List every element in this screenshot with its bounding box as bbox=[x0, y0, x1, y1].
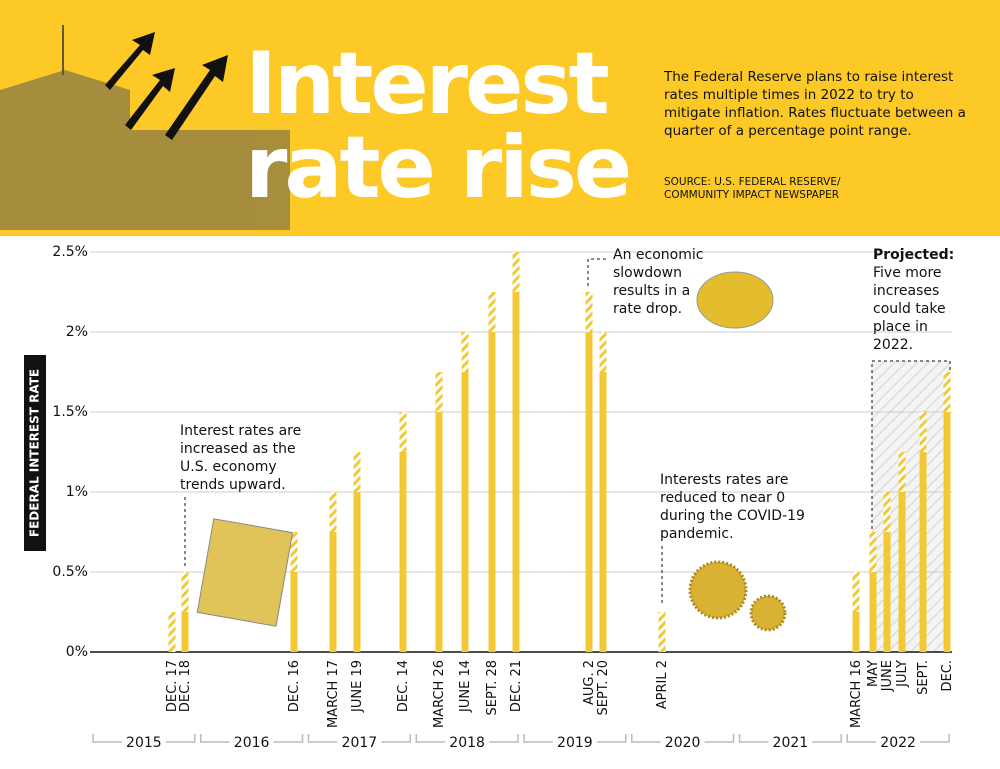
bar-increment bbox=[883, 492, 891, 532]
bar bbox=[329, 492, 337, 652]
bar-increment bbox=[461, 332, 469, 372]
year-label: 2019 bbox=[557, 735, 593, 751]
y-axis-label: FEDERAL INTEREST RATE bbox=[28, 369, 42, 537]
x-tick-label: SEPT. 28 bbox=[485, 660, 500, 716]
y-tick-label: 0% bbox=[66, 644, 88, 660]
pointer bbox=[587, 258, 607, 286]
year-label: 2016 bbox=[234, 735, 270, 751]
x-tick-label: JUNE 19 bbox=[350, 660, 365, 713]
y-tick-label: 0.5% bbox=[52, 564, 88, 580]
bar-increment bbox=[599, 332, 607, 372]
x-tick-label: SEPT. bbox=[916, 660, 931, 695]
x-tick-label: DEC. 14 bbox=[396, 660, 411, 712]
year-label: 2017 bbox=[342, 735, 378, 751]
year-bracket bbox=[200, 734, 304, 743]
annotation: Interest rates are increased as the U.S.… bbox=[180, 423, 302, 493]
year-bracket bbox=[523, 734, 627, 743]
year-label: 2021 bbox=[773, 735, 809, 751]
bar-increment bbox=[852, 572, 860, 612]
arrows bbox=[105, 32, 228, 140]
bar-increment bbox=[399, 412, 407, 452]
year-bracket bbox=[846, 734, 950, 743]
bar-increment bbox=[435, 372, 443, 412]
annotation: An economic slowdown results in a rate d… bbox=[613, 247, 704, 317]
x-tick-label: MAY bbox=[866, 660, 881, 687]
x-tick-label: DEC. 17 bbox=[165, 660, 180, 712]
bar-increment bbox=[168, 612, 176, 652]
annotation: Interests rates are reduced to near 0 du… bbox=[660, 472, 805, 542]
projected-label: Projected: bbox=[873, 247, 955, 263]
bar bbox=[399, 412, 407, 652]
bar bbox=[512, 252, 520, 652]
y-tick-label: 2% bbox=[66, 324, 88, 340]
y-tick-label: 2.5% bbox=[52, 244, 88, 260]
year-bracket bbox=[631, 734, 735, 743]
x-tick-label: DEC. 18 bbox=[178, 660, 193, 712]
bar bbox=[435, 372, 443, 652]
year-bracket bbox=[738, 734, 842, 743]
bar bbox=[919, 412, 927, 652]
bar-increment bbox=[353, 452, 361, 492]
building bbox=[0, 25, 290, 230]
source: SOURCE: U.S. FEDERAL RESERVE/ COMMUNITY … bbox=[664, 176, 841, 201]
x-tick-label: MARCH 26 bbox=[432, 660, 447, 728]
bar bbox=[898, 452, 906, 652]
chart-title: Interest rate rise bbox=[245, 34, 632, 218]
bar-increment bbox=[585, 292, 593, 332]
bar-increment bbox=[943, 372, 951, 412]
x-tick-label: DEC. bbox=[940, 660, 955, 691]
bar bbox=[869, 532, 877, 652]
x-tick-label: SEPT. 20 bbox=[596, 660, 611, 716]
bar bbox=[599, 332, 607, 652]
bar-increment bbox=[488, 292, 496, 332]
projected-note: Five more increases could take place in … bbox=[873, 265, 946, 353]
bar bbox=[461, 332, 469, 652]
year-bracket bbox=[415, 734, 519, 743]
x-tick-label: DEC. 21 bbox=[509, 660, 524, 712]
x-tick-label: APRIL 2 bbox=[655, 660, 670, 709]
x-tick-label: JUNE bbox=[880, 660, 895, 692]
bar bbox=[290, 532, 298, 652]
bar bbox=[883, 492, 891, 652]
year-label: 2015 bbox=[126, 735, 162, 751]
year-label: 2018 bbox=[449, 735, 485, 751]
bar-increment bbox=[658, 612, 666, 652]
bar-increment bbox=[329, 492, 337, 532]
piggy-bank-icon bbox=[696, 271, 774, 329]
x-tick-label: JUNE 14 bbox=[458, 660, 473, 713]
bar bbox=[585, 292, 593, 652]
bar-increment bbox=[181, 572, 189, 612]
bar bbox=[488, 292, 496, 652]
y-tick-label: 1.5% bbox=[52, 404, 88, 420]
year-bracket bbox=[307, 734, 411, 743]
year-bracket bbox=[92, 734, 196, 743]
y-tick-label: 1% bbox=[66, 484, 88, 500]
year-label: 2020 bbox=[665, 735, 701, 751]
bar-increment bbox=[512, 252, 520, 292]
x-tick-label: DEC. 16 bbox=[287, 660, 302, 712]
bar-increment bbox=[869, 532, 877, 572]
subtitle: The Federal Reserve plans to raise inter… bbox=[664, 69, 966, 139]
x-tick-label: AUG. 2 bbox=[582, 660, 597, 705]
virus-icon bbox=[749, 594, 787, 632]
money-icon bbox=[196, 518, 294, 627]
x-tick-label: MARCH 16 bbox=[849, 660, 864, 728]
year-label: 2022 bbox=[880, 735, 916, 751]
virus-icon bbox=[688, 560, 748, 620]
bar-increment bbox=[898, 452, 906, 492]
x-tick-label: MARCH 17 bbox=[326, 660, 341, 728]
bar bbox=[353, 452, 361, 652]
x-tick-label: JULY bbox=[895, 660, 910, 688]
y-label-box bbox=[24, 355, 46, 551]
bar-increment bbox=[919, 412, 927, 452]
bar-increment bbox=[290, 532, 298, 572]
bar bbox=[943, 372, 951, 652]
